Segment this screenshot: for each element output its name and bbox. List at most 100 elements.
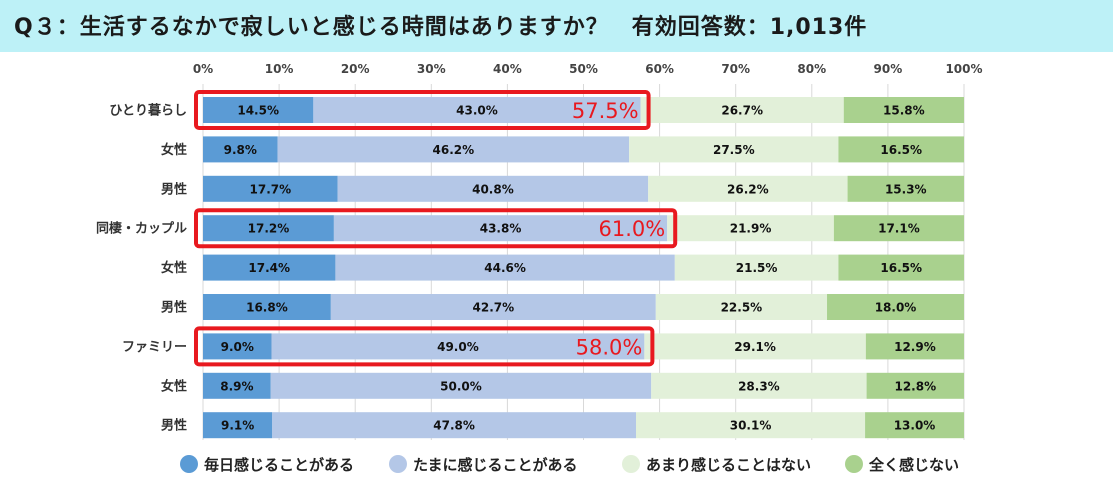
data-label: 46.2%	[433, 143, 475, 157]
data-label: 40.8%	[472, 182, 514, 196]
category-label: 女性	[161, 378, 187, 394]
data-label: 13.0%	[894, 419, 936, 433]
bar-segment	[629, 136, 839, 163]
data-label: 17.7%	[250, 182, 292, 196]
legend-label: 毎日感じることがある	[204, 456, 354, 474]
bar-segment	[636, 412, 866, 439]
bar-segment	[203, 175, 338, 202]
data-label: 12.9%	[894, 340, 936, 354]
bar-segment	[648, 175, 848, 202]
bar-segment	[838, 254, 964, 281]
bar-segment	[203, 254, 336, 281]
bar-segment	[337, 175, 649, 202]
category-label: 女性	[161, 260, 187, 276]
bar-segment	[330, 294, 656, 320]
data-label: 14.5%	[237, 104, 279, 118]
category-label: ひとり暮らし	[109, 103, 187, 119]
bar-segment	[865, 412, 964, 439]
bar-segment	[277, 136, 630, 163]
x-tick-label: 30%	[417, 62, 446, 76]
legend-marker	[180, 455, 198, 473]
data-label: 12.8%	[894, 379, 936, 393]
bar-segment	[270, 372, 652, 399]
highlight-box	[194, 208, 678, 249]
data-label: 15.8%	[883, 104, 925, 118]
category-label: 男性	[161, 181, 187, 197]
category-label: 男性	[161, 300, 187, 316]
data-label: 49.0%	[437, 340, 479, 354]
legend-label: あまり感じることはない	[646, 456, 811, 474]
data-label: 44.6%	[484, 261, 526, 275]
bar-segment	[651, 372, 867, 399]
data-label: 26.2%	[727, 182, 769, 196]
data-label: 42.7%	[473, 301, 515, 315]
data-label: 26.7%	[721, 104, 763, 118]
data-label: 16.8%	[246, 301, 288, 315]
x-tick-label: 70%	[721, 62, 750, 76]
data-label: 21.9%	[730, 222, 772, 236]
bar-segment	[843, 97, 964, 123]
bar-segment	[866, 372, 964, 399]
bar-segment	[272, 412, 637, 439]
category-label: ファミリー	[122, 340, 187, 355]
bar-segment	[827, 294, 964, 320]
legend-marker	[389, 455, 407, 473]
data-label: 9.0%	[221, 340, 254, 354]
data-label: 8.9%	[220, 379, 253, 393]
bar-segment	[333, 215, 668, 242]
highlight-box	[194, 326, 655, 367]
bar-segment	[203, 294, 331, 320]
bar-segment	[655, 294, 828, 320]
bar-segment	[203, 97, 314, 123]
data-label: 16.5%	[880, 143, 922, 157]
bar-segment	[335, 254, 675, 281]
legend-label: たまに感じることがある	[413, 456, 578, 474]
x-tick-label: 60%	[645, 62, 674, 76]
data-label: 28.3%	[738, 379, 780, 393]
data-label: 17.4%	[248, 261, 290, 275]
bar-segment	[271, 333, 645, 360]
data-label: 27.5%	[713, 143, 755, 157]
data-label: 50.0%	[440, 379, 482, 393]
x-tick-label: 90%	[874, 62, 903, 76]
bar-segment	[203, 372, 271, 399]
bar-segment	[313, 97, 641, 123]
x-tick-label: 80%	[797, 62, 826, 76]
legend-label: 全く感じない	[868, 456, 959, 474]
data-label: 30.1%	[730, 419, 772, 433]
data-label: 22.5%	[721, 301, 763, 315]
legend-marker	[845, 455, 863, 473]
bar-segment	[203, 333, 272, 360]
highlight-total-label: 61.0%	[598, 217, 665, 241]
bar-segment	[203, 215, 334, 242]
data-label: 21.5%	[736, 261, 778, 275]
x-tick-label: 100%	[945, 62, 982, 76]
x-tick-label: 20%	[341, 62, 370, 76]
data-label: 16.5%	[880, 261, 922, 275]
data-label: 43.8%	[480, 222, 522, 236]
category-label: 男性	[161, 418, 187, 434]
bar-segment	[847, 175, 964, 202]
data-label: 43.0%	[456, 104, 498, 118]
data-label: 9.1%	[221, 419, 254, 433]
data-label: 29.1%	[734, 340, 776, 354]
bar-segment	[674, 254, 839, 281]
bar-segment	[833, 215, 964, 242]
category-label: 同棲・カップル	[96, 221, 187, 237]
legend-marker	[622, 455, 640, 473]
x-tick-label: 10%	[265, 62, 294, 76]
data-label: 18.0%	[875, 301, 917, 315]
x-tick-label: 0%	[193, 62, 213, 76]
bar-segment	[640, 97, 844, 123]
bar-segment	[644, 333, 866, 360]
data-label: 17.2%	[248, 222, 290, 236]
data-label: 47.8%	[433, 419, 475, 433]
category-label: 女性	[161, 142, 187, 158]
title-bar: Q３：生活するなかで寂しいと感じる時間はありますか？ 有効回答数：1,013件	[0, 0, 1113, 52]
highlight-total-label: 57.5%	[572, 99, 639, 123]
bar-segment	[667, 215, 834, 242]
bar-segment	[865, 333, 964, 360]
highlight-box	[194, 90, 651, 130]
data-label: 9.8%	[224, 143, 257, 157]
